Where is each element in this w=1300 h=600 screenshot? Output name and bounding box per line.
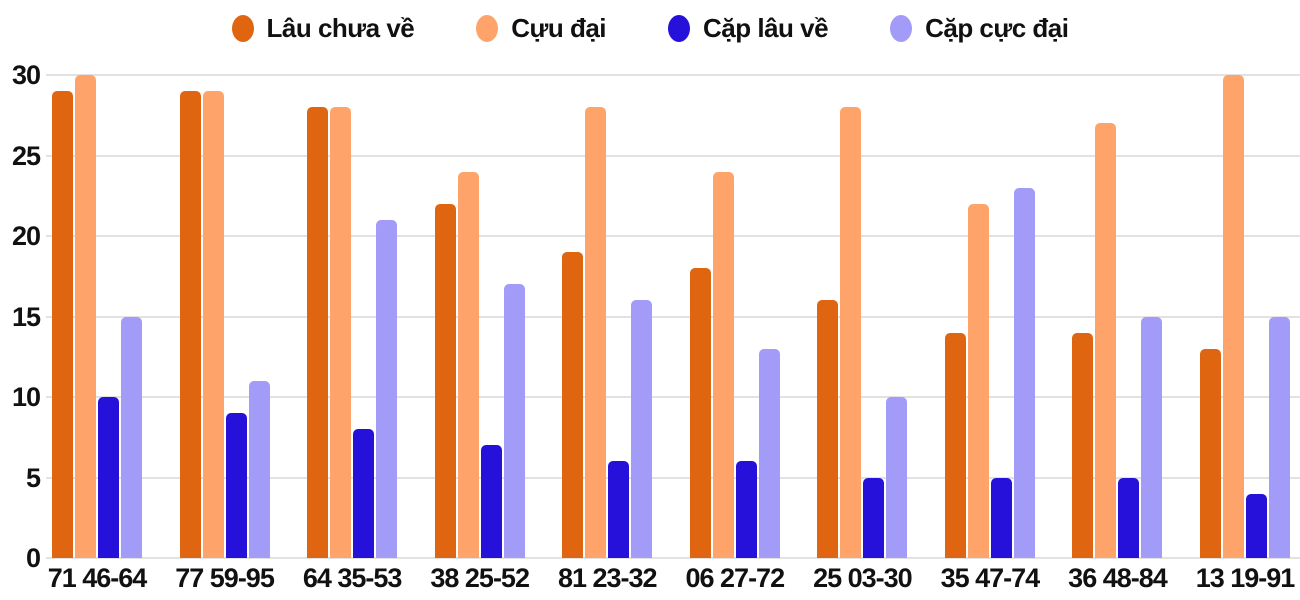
bar-series-3-group-6 [886,397,908,558]
legend-item-series-0: Lâu chưa về [231,12,415,44]
bar-series-1-group-3 [457,171,479,558]
x-axis-tick-label: 36 48-84 [1068,563,1168,593]
bar-series-0-group-2 [307,107,329,558]
y-axis-tick-label: 0 [25,543,41,573]
bar-series-1-group-0 [75,75,96,558]
x-axis-tick-label: 35 47-74 [940,563,1041,593]
bar-series-2-group-8 [1118,477,1140,558]
y-axis-tick-label: 30 [11,60,41,90]
legend-item-label: Cặp cực đại [925,12,1069,43]
gridline-y-20 [46,235,1300,237]
bar-series-2-group-1 [225,413,247,558]
legend-item-label: Lâu chưa về [266,12,415,43]
x-axis-tick-label: 13 19-91 [1195,563,1296,593]
legend-item-series-3: Cặp cực đại [890,12,1069,44]
bar-series-1-group-9 [1223,75,1245,558]
bar-series-3-group-9 [1269,316,1291,558]
legend-item-series-2: Cặp lâu về [668,12,829,44]
bar-series-1-group-5 [712,171,734,558]
bar-series-0-group-9 [1200,348,1222,558]
bar-series-0-group-0 [52,91,73,558]
gridline-y-0 [46,557,1300,559]
bar-series-1-group-1 [202,91,224,558]
x-axis-tick-label: 25 03-30 [813,563,913,593]
bar-series-2-group-7 [990,477,1012,558]
x-axis-tick-label: 77 59-95 [175,563,275,593]
bar-series-3-group-5 [758,348,780,558]
x-axis-tick-label: 06 27-72 [685,563,786,593]
x-axis-tick-label: 38 25-52 [430,563,530,593]
bar-series-3-group-4 [631,300,653,558]
x-axis-tick-label: 81 23-32 [557,563,658,593]
y-axis-tick-label: 15 [11,301,41,332]
bar-series-0-group-3 [434,203,456,558]
gridline-y-5 [46,476,1300,479]
legend-color-dot-icon [231,14,254,42]
legend-item-label: Cặp lâu về [703,12,829,43]
bar-series-1-group-4 [585,107,607,558]
legend-color-dot-icon [890,14,913,42]
bar-series-0-group-5 [689,268,711,558]
bar-series-2-group-0 [98,397,119,558]
bar-series-1-group-7 [967,203,989,558]
bar-series-1-group-2 [330,107,352,558]
chart-legend: Lâu chưa về Cựu đại Cặp lâu về Cặp cực đại [0,8,1300,48]
bar-series-1-group-6 [840,107,862,558]
x-axis-tick-label: 71 46-64 [47,563,148,593]
bar-series-3-group-0 [121,316,142,558]
gridline-y-25 [46,154,1300,157]
y-axis-tick-label: 10 [11,382,41,412]
legend-item-series-1: Cựu đại [476,12,607,44]
legend-color-dot-icon [476,14,499,42]
bar-series-2-group-5 [735,461,757,558]
bar-series-0-group-8 [1072,332,1094,558]
bar-series-2-group-2 [353,429,375,558]
y-axis-tick-label: 20 [11,221,41,251]
bar-series-3-group-2 [376,219,398,558]
legend-color-dot-icon [668,14,691,42]
gridline-y-30 [46,74,1300,76]
bar-series-1-group-8 [1095,123,1117,558]
bar-series-3-group-1 [248,380,270,558]
bar-series-2-group-4 [608,461,630,558]
bar-series-2-group-6 [863,477,885,558]
bar-series-0-group-7 [944,332,966,558]
y-axis-tick-label: 5 [25,462,41,493]
y-axis-tick-label: 25 [11,140,41,171]
bar-series-0-group-6 [817,300,839,558]
bar-series-2-group-3 [480,445,502,558]
bar-series-3-group-8 [1141,316,1163,558]
bar-series-0-group-4 [562,252,584,558]
bar-series-3-group-7 [1013,187,1035,558]
gridline-y-10 [46,396,1300,398]
x-axis-tick-label: 64 35-53 [302,563,403,593]
legend-item-label: Cựu đại [511,12,607,43]
bar-series-2-group-9 [1246,493,1268,558]
gridline-y-15 [46,315,1300,318]
bar-series-3-group-3 [503,284,525,558]
bar-series-0-group-1 [179,91,201,558]
